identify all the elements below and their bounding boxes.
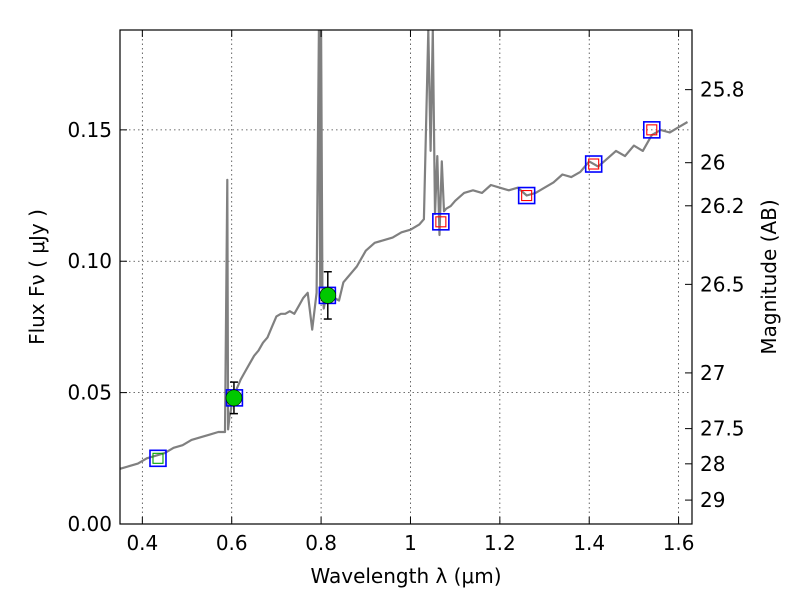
x-tick-label: 0.8 <box>305 531 337 555</box>
x-tick-label: 1.4 <box>573 531 605 555</box>
spectrum-line <box>120 30 689 470</box>
model-band-box <box>584 155 603 173</box>
plot-frame <box>119 29 693 525</box>
y-tick-label: 0.05 <box>67 381 112 405</box>
axes: 0.4 0.6 0.8 1 1.2 1.4 1.6 0.00 0.05 0.10 0.15 25.8 2… <box>67 30 745 555</box>
photometry-point <box>225 389 243 407</box>
x-tick-label: 0.4 <box>126 531 158 555</box>
y-right-tick-label: 26.5 <box>700 272 745 296</box>
model-band-inner <box>646 124 658 136</box>
model-band-box <box>149 449 167 468</box>
x-axis-label: Wavelength λ (μm) <box>310 564 501 588</box>
photometry-point <box>319 287 337 304</box>
y-tick-label: 0.15 <box>67 118 112 142</box>
model-band-inner <box>435 216 447 228</box>
x-tick-label: 1 <box>404 531 417 555</box>
y-tick-label: 0.10 <box>67 249 112 273</box>
model-band-inner <box>152 452 164 464</box>
model-band-box <box>432 213 450 231</box>
model-band-box <box>642 121 661 139</box>
x-tick-label: 0.6 <box>216 531 248 555</box>
y-right-tick-label: 26 <box>700 151 725 175</box>
y-right-tick-label: 25.8 <box>700 78 745 102</box>
model-band-inner <box>588 158 600 170</box>
x-tick-label: 1.2 <box>484 531 516 555</box>
y-right-tick-label: 29 <box>700 488 725 512</box>
photometry-layer <box>149 121 661 468</box>
model-band-box <box>517 186 536 205</box>
spectrum-layer <box>120 30 689 470</box>
y-axis-right-label: Magnitude (AB) <box>757 199 781 354</box>
y-right-tick-label: 26.2 <box>700 194 745 218</box>
model-band-inner <box>521 189 533 202</box>
y-right-tick-label: 28 <box>700 452 725 476</box>
y-right-tick-label: 27.5 <box>700 417 745 441</box>
y-right-tick-label: 27 <box>700 361 725 385</box>
y-tick-label: 0.00 <box>67 512 112 536</box>
x-tick-label: 1.6 <box>663 531 695 555</box>
y-axis-label: Flux Fν ( μJy ) <box>25 209 49 345</box>
grid-lines <box>120 30 692 525</box>
